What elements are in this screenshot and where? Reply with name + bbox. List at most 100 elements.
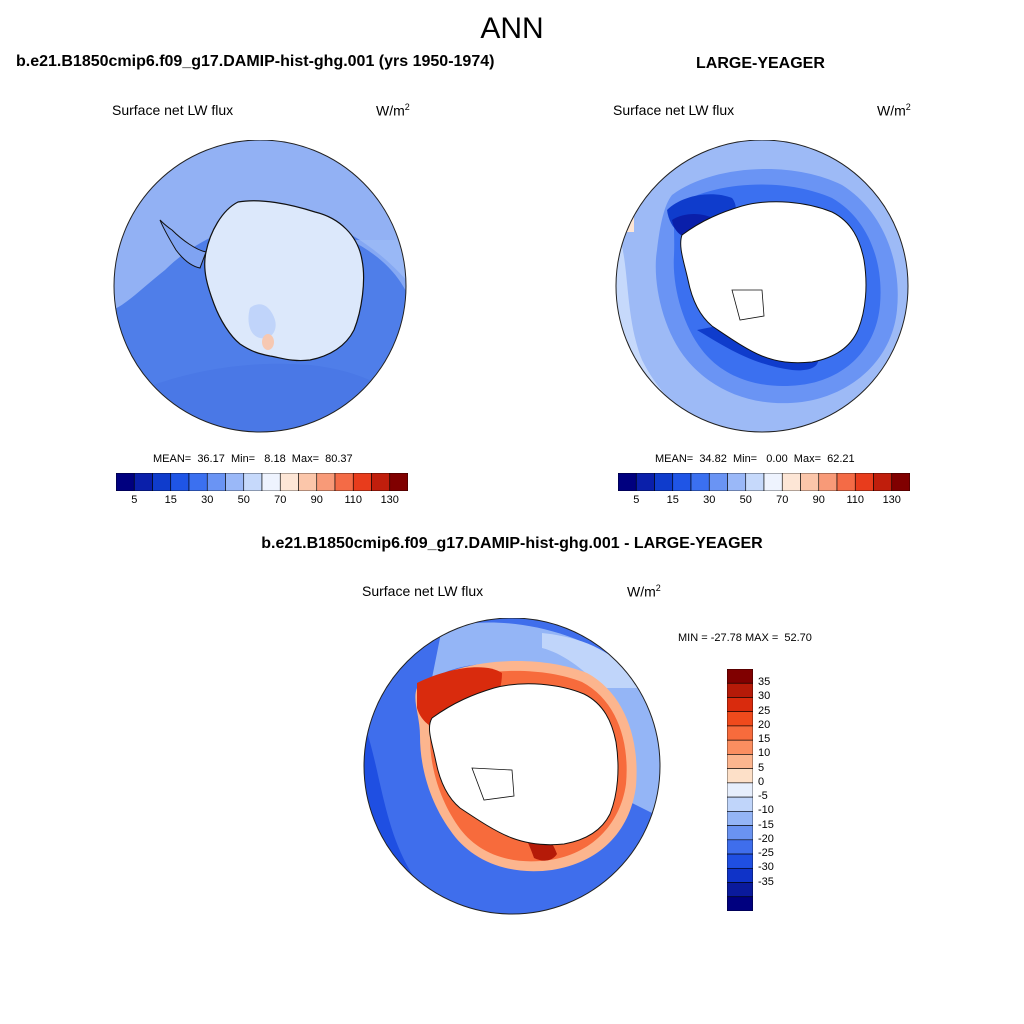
colorbar-swatch [352, 473, 372, 491]
colorbar-tick-label: 5 [633, 494, 640, 506]
colorbar-swatch [170, 473, 190, 491]
colorbar-tick-label: -20 [758, 832, 774, 845]
colorbar-tick-label: -15 [758, 818, 774, 831]
colorbar-tick-label: 50 [739, 494, 752, 506]
colorbar-swatch [654, 473, 674, 491]
colorbar-tick-label: 30 [201, 494, 214, 506]
panel2-variable-label: Surface net LW flux [613, 102, 735, 118]
colorbar-swatch [371, 473, 391, 491]
colorbar-tick-label: 70 [274, 494, 287, 506]
colorbar-tick-label: -30 [758, 861, 774, 874]
panel1-variable-label: Surface net LW flux [112, 102, 234, 118]
colorbar-swatch [727, 811, 753, 826]
colorbar-tick-label: 15 [758, 733, 771, 746]
colorbar-tick-label: 15 [164, 494, 177, 506]
colorbar-swatch [635, 473, 655, 491]
panel1-stats: MEAN= 36.17 Min= 8.18 Max= 80.37 [153, 453, 353, 465]
panel2-polar-map [615, 140, 909, 433]
colorbar-swatch [279, 473, 299, 491]
panel1-antarctica-field [204, 200, 365, 362]
panel1-title: b.e21.B1850cmip6.f09_g17.DAMIP-hist-ghg.… [16, 53, 495, 70]
colorbar-swatch [727, 796, 753, 812]
panel2-land-mask [680, 201, 867, 364]
panel3-stats: MIN = -27.78 MAX = 52.70 [678, 632, 812, 644]
panel3-units: W/m2 [627, 583, 661, 600]
panel2-map-border [615, 140, 909, 433]
colorbar-swatch [727, 768, 753, 784]
colorbar-tick-label: 70 [776, 494, 789, 506]
colorbar-swatch [389, 473, 408, 491]
colorbar-tick-label: -5 [758, 790, 768, 803]
panel3-title: b.e21.B1850cmip6.f09_g17.DAMIP-hist-ghg.… [261, 535, 763, 552]
colorbar-tick-label: 15 [666, 494, 679, 506]
panel1-colorbar [116, 473, 408, 491]
panel3-map-border [363, 618, 661, 915]
colorbar-swatch [800, 473, 820, 491]
panel2-title: LARGE-YEAGER [696, 55, 825, 72]
panel3-polar-map [363, 618, 661, 915]
colorbar-swatch [727, 669, 753, 684]
colorbar-tick-label: 30 [703, 494, 716, 506]
panel3-north-lighter [542, 633, 642, 688]
colorbar-tick-label: -10 [758, 804, 774, 817]
panel3-colorbar-ticks: 35 30 25 20 15 10 5 0 -5 -10 -15 -20 -25 -30 -35 [758, 669, 798, 911]
colorbar-tick-label: 25 [758, 704, 771, 717]
colorbar-swatch [727, 782, 753, 798]
colorbar-swatch [727, 711, 753, 727]
colorbar-swatch [116, 473, 135, 491]
colorbar-swatch [727, 473, 747, 491]
colorbar-swatch [298, 473, 318, 491]
colorbar-swatch [316, 473, 336, 491]
colorbar-swatch [243, 473, 263, 491]
colorbar-swatch [836, 473, 856, 491]
colorbar-tick-label: 10 [758, 747, 771, 760]
panel1-colorbar-ticks: 5 15 30 50 70 90 110 130 [106, 494, 418, 508]
colorbar-tick-label: 5 [131, 494, 138, 506]
panel2-ross-region [731, 289, 765, 321]
panel1-east-light [350, 240, 406, 300]
colorbar-swatch [727, 882, 753, 898]
panel2-stats: MEAN= 34.82 Min= 0.00 Max= 62.21 [655, 453, 855, 465]
panel1-light-band [114, 140, 406, 310]
colorbar-tick-label: 110 [344, 494, 363, 506]
panel2-colorbar [618, 473, 910, 491]
panel1-warm-spot [262, 334, 274, 350]
panel1-polar-map [113, 140, 407, 433]
colorbar-swatch [133, 473, 153, 491]
colorbar-swatch [727, 867, 753, 883]
colorbar-swatch [727, 896, 753, 911]
colorbar-swatch [206, 473, 226, 491]
colorbar-swatch [672, 473, 692, 491]
colorbar-swatch [873, 473, 893, 491]
colorbar-swatch [727, 825, 753, 841]
colorbar-swatch [225, 473, 245, 491]
colorbar-tick-label: 130 [380, 494, 399, 506]
colorbar-tick-label: 30 [758, 690, 771, 703]
colorbar-swatch [727, 839, 753, 855]
colorbar-swatch [152, 473, 172, 491]
colorbar-swatch [334, 473, 354, 491]
colorbar-swatch [708, 473, 728, 491]
colorbar-swatch [690, 473, 710, 491]
colorbar-swatch [818, 473, 838, 491]
colorbar-swatch [618, 473, 637, 491]
colorbar-swatch [261, 473, 281, 491]
colorbar-tick-label: 90 [812, 494, 825, 506]
panel3-colorbar [727, 669, 753, 911]
colorbar-swatch [763, 473, 783, 491]
colorbar-tick-label: 90 [310, 494, 323, 506]
panel3-variable-label: Surface net LW flux [362, 583, 484, 599]
colorbar-tick-label: 130 [882, 494, 901, 506]
colorbar-swatch [745, 473, 765, 491]
colorbar-swatch [727, 754, 753, 769]
colorbar-tick-label: -25 [758, 847, 774, 860]
colorbar-swatch [781, 473, 801, 491]
colorbar-swatch [891, 473, 910, 491]
colorbar-tick-label: 35 [758, 676, 771, 689]
colorbar-tick-label: 20 [758, 718, 771, 731]
colorbar-swatch [854, 473, 874, 491]
colorbar-swatch [727, 725, 753, 741]
colorbar-tick-label: 110 [846, 494, 865, 506]
colorbar-swatch [727, 739, 753, 755]
panel1-peninsula [159, 219, 207, 269]
